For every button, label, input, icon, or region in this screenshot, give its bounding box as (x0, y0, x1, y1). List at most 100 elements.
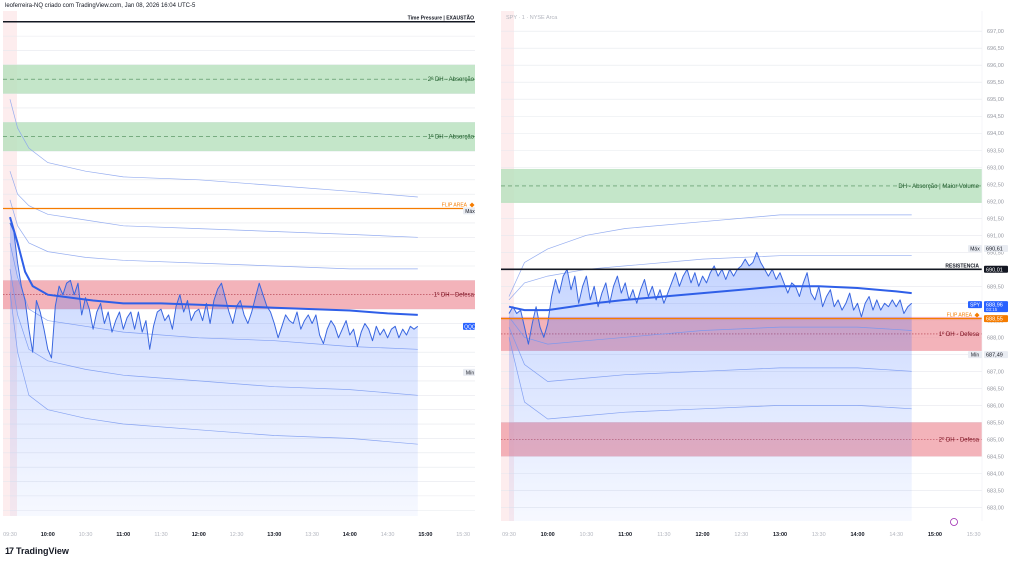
spy-badge-label-box (968, 351, 982, 359)
spy-price-badge-countdown: 03:15 (986, 307, 998, 312)
spy-time-tick-label: 15:00 (928, 532, 942, 538)
chart-header-title: leoferreira-NQ criado com TradingView.co… (5, 3, 196, 9)
spy-vwap-band (508, 255, 912, 301)
spy-price-tick-label: 686,00 (987, 403, 1004, 409)
spy-price-tick-label: 683,00 (987, 505, 1004, 511)
spy-price-tick-label: 683,50 (987, 488, 1004, 494)
spy-time-tick-label: 13:30 (812, 532, 826, 538)
spy-price-tick-label: 684,50 (987, 454, 1004, 460)
qqq-price-area (10, 222, 418, 516)
spy-chart-subtitle: SPY · 1 · NYSE Arca (506, 15, 558, 21)
spy-price-badge-text: 688,55 (986, 317, 1003, 323)
qqq-time-tick-label: 14:30 (381, 532, 395, 538)
spy-price-badge-text: 687,49 (986, 353, 1003, 359)
spy-badge-label-text: Máx (970, 247, 980, 253)
qqq-time-tick-label: 15:30 (456, 532, 470, 538)
qqq-zone-label: 1º DH - Defesa (434, 292, 475, 299)
spy-time-tick-label: 15:30 (967, 532, 981, 538)
qqq-flip-diamond-icon (469, 202, 475, 208)
spy-badge-label-text: SPY (970, 303, 981, 309)
spy-price-tick-label: 695,00 (987, 97, 1004, 103)
qqq-badge-label-box (463, 207, 477, 215)
qqq-vwap-band (9, 199, 418, 270)
spy-price-tick-label: 696,50 (987, 46, 1004, 52)
spy-price-tick-label: 692,00 (987, 199, 1004, 205)
spy-price-tick-label: 694,00 (987, 131, 1004, 137)
spy-time-tick-label: 10:00 (541, 532, 555, 538)
spy-zone-label: DH - Absorção | Maior Volume (898, 184, 979, 190)
spy-price-tick-label: 692,50 (987, 182, 1004, 188)
spy-vwap-band (508, 214, 912, 297)
qqq-time-tick-label: 10:00 (41, 532, 55, 538)
spy-zone-label: 2º DH - Defesa (939, 436, 980, 443)
spy-time-tick-label: 12:30 (734, 532, 748, 538)
qqq-badge-label-box (463, 322, 477, 330)
spy-price-badge-plain (984, 351, 1008, 359)
qqq-time-tick-label: 13:30 (305, 532, 319, 538)
qqq-flip-label: FLIP AREA (442, 203, 468, 209)
qqq-zone-label: 2º DH - Absorção (428, 76, 475, 83)
spy-price-tick-label: 685,00 (987, 437, 1004, 443)
spy-chart-svg[interactable]: 697,00 696,50 696,00 695,50 695,00 694,50 694,… (501, 11, 1022, 543)
spy-price-tick-label: 693,00 (987, 165, 1004, 171)
qqq-time-tick-label: 10:30 (79, 532, 93, 538)
spy-time-tick-label: 10:30 (580, 532, 594, 538)
spy-price-tick-label: 690,50 (987, 250, 1004, 256)
qqq-time-tick-label: 12:30 (230, 532, 244, 538)
spy-price-tick-label: 688,00 (987, 335, 1004, 341)
spy-time-tick-label: 09:30 (502, 532, 516, 538)
qqq-badge-label-text: Máx (465, 209, 475, 215)
spy-time-tick-label: 14:30 (889, 532, 903, 538)
spy-time-tick-label: 11:00 (618, 532, 632, 538)
qqq-badge-label-text: Mín (466, 370, 475, 376)
qqq-chart-pane[interactable]: 630,00629,50629,00628,50628,00627,50627,… (3, 11, 503, 543)
spy-price-badge-text: 690,61 (986, 247, 1003, 253)
qqq-time-tick-label: 15:00 (418, 532, 432, 538)
spy-price-tick-label: 694,50 (987, 114, 1004, 120)
spy-price-badge-text: 690,01 (986, 267, 1003, 273)
spy-price-tick-label: 689,50 (987, 284, 1004, 290)
spy-price-tick-label: 684,00 (987, 471, 1004, 477)
replay-icon[interactable] (950, 518, 958, 526)
spy-price-line[interactable] (508, 251, 913, 345)
spy-price-badge-plain (984, 245, 1008, 253)
qqq-time-tick-label: 11:30 (154, 532, 167, 538)
qqq-vwap-band (9, 99, 418, 198)
spy-flip-diamond-icon (974, 312, 980, 318)
tradingview-logo-icon: 17 (5, 546, 14, 556)
qqq-time-tick-label: 14:00 (343, 532, 357, 538)
spy-chart-pane[interactable]: 697,00 696,50 696,00 695,50 695,00 694,50 694,… (501, 11, 1022, 543)
spy-price-badge-text: 688,96 (986, 303, 1003, 309)
spy-zone-label: 1º DH - Defesa (939, 331, 980, 338)
spy-price-tick-label: 686,50 (987, 386, 1004, 392)
spy-top-line-label: RESISTENCIA (945, 263, 979, 269)
spy-price-tick-label: 696,00 (987, 63, 1004, 69)
qqq-top-line-label: Time Pressure | EXAUSTÃO (408, 15, 474, 22)
spy-time-tick-label: 12:00 (696, 532, 710, 538)
qqq-time-tick-label: 12:00 (192, 532, 206, 538)
qqq-price-line[interactable] (9, 222, 419, 359)
spy-vwap-line (508, 285, 912, 312)
spy-price-badge-orange (984, 315, 1008, 323)
spy-price-tick-label: 685,50 (987, 420, 1004, 426)
spy-time-tick-label: 14:00 (850, 532, 864, 538)
spy-price-tick-label: 695,50 (987, 80, 1004, 86)
spy-price-badge-dark (984, 265, 1008, 273)
spy-time-tick-label: 13:00 (773, 532, 787, 538)
spy-flip-label: FLIP AREA (947, 313, 973, 319)
qqq-chart-svg[interactable]: 630,00629,50629,00628,50628,00627,50627,… (3, 11, 503, 543)
spy-price-tick-label: 691,00 (987, 233, 1004, 239)
qqq-badge-label-text: QQQ (464, 324, 475, 330)
qqq-zone-label: 1º DH - Absorção (428, 134, 475, 141)
spy-badge-label-text: Mín (971, 353, 980, 359)
spy-price-tick-label: 693,50 (987, 148, 1004, 154)
spy-price-area (509, 252, 912, 522)
spy-price-tick-label: 687,00 (987, 369, 1004, 375)
spy-price-tick-label: 691,50 (987, 216, 1004, 222)
qqq-badge-label-box (463, 368, 477, 376)
spy-time-tick-label: 11:30 (657, 532, 670, 538)
tradingview-brand: 17 TradingView (5, 546, 69, 556)
qqq-time-tick-label: 09:30 (3, 532, 17, 538)
spy-badge-label-box (968, 301, 982, 309)
qqq-vwap-band (9, 171, 418, 238)
